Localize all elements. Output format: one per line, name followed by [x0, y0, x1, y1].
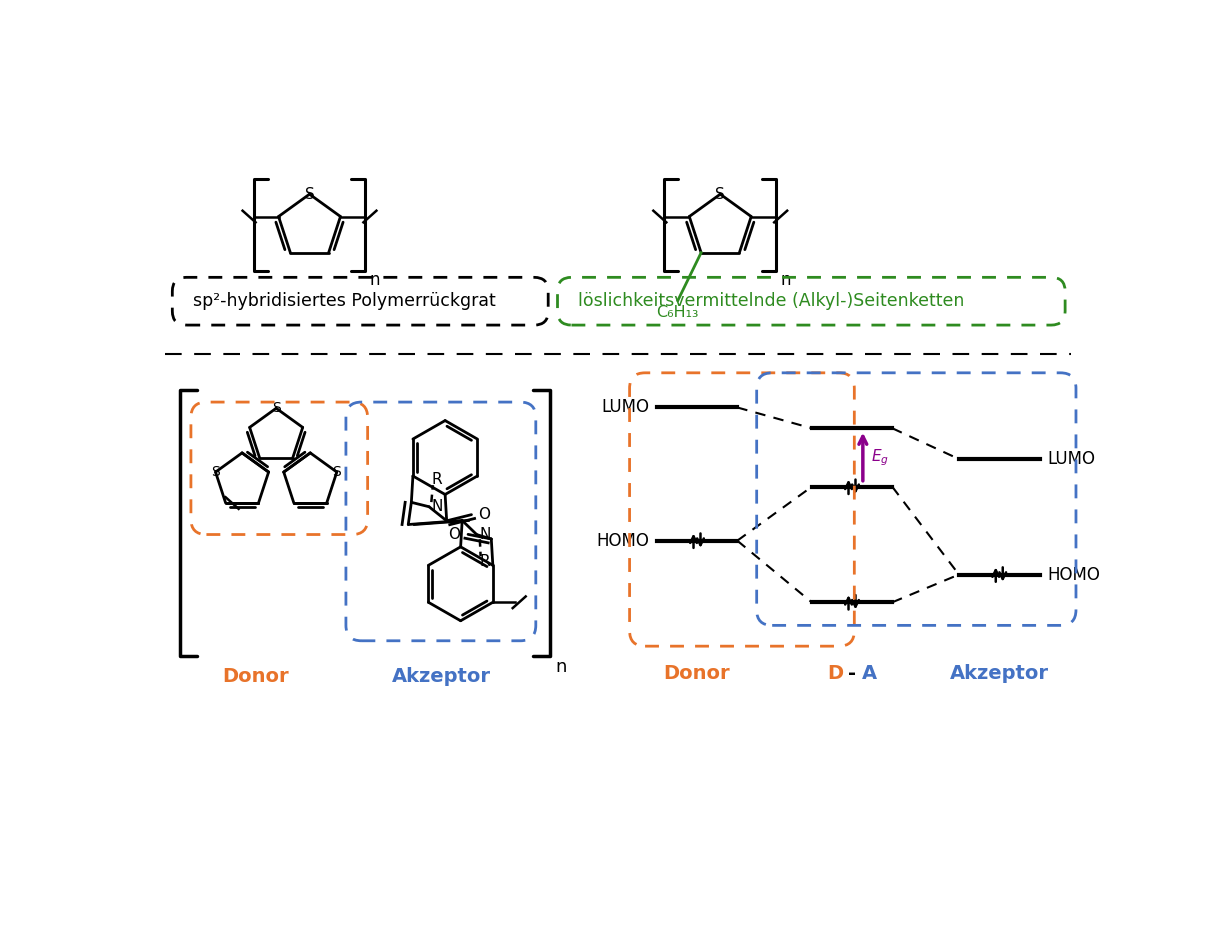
- Text: n: n: [370, 271, 381, 289]
- Text: S: S: [716, 187, 725, 202]
- Text: n: n: [556, 658, 566, 675]
- Text: S: S: [333, 465, 341, 479]
- Text: sp²-hybridisiertes Polymerrückgrat: sp²-hybridisiertes Polymerrückgrat: [193, 293, 496, 310]
- Text: -: -: [848, 663, 856, 683]
- Text: D: D: [827, 663, 844, 683]
- Text: Donor: Donor: [222, 668, 288, 687]
- Text: Akzeptor: Akzeptor: [392, 668, 490, 687]
- Text: Donor: Donor: [664, 663, 730, 683]
- Text: R: R: [480, 554, 489, 569]
- Text: S: S: [211, 465, 221, 479]
- Text: Akzeptor: Akzeptor: [950, 663, 1048, 683]
- Text: S: S: [305, 187, 315, 202]
- Text: HOMO: HOMO: [1047, 566, 1100, 583]
- Text: O: O: [448, 527, 460, 542]
- Text: S: S: [272, 401, 281, 416]
- Text: LUMO: LUMO: [601, 399, 649, 416]
- Text: N: N: [431, 499, 442, 514]
- Text: N: N: [480, 527, 490, 542]
- Text: C₆H₁₃: C₆H₁₃: [657, 305, 699, 320]
- Text: R: R: [431, 472, 442, 487]
- Text: $E_g$: $E_g$: [871, 447, 889, 468]
- Text: n: n: [781, 271, 792, 289]
- Text: HOMO: HOMO: [596, 532, 649, 550]
- Text: O: O: [477, 507, 489, 522]
- Text: A: A: [862, 663, 876, 683]
- Text: LUMO: LUMO: [1047, 450, 1095, 468]
- Text: löslichkeitsvermittelnde (Alkyl-)Seitenketten: löslichkeitsvermittelnde (Alkyl-)Seitenk…: [578, 293, 965, 310]
